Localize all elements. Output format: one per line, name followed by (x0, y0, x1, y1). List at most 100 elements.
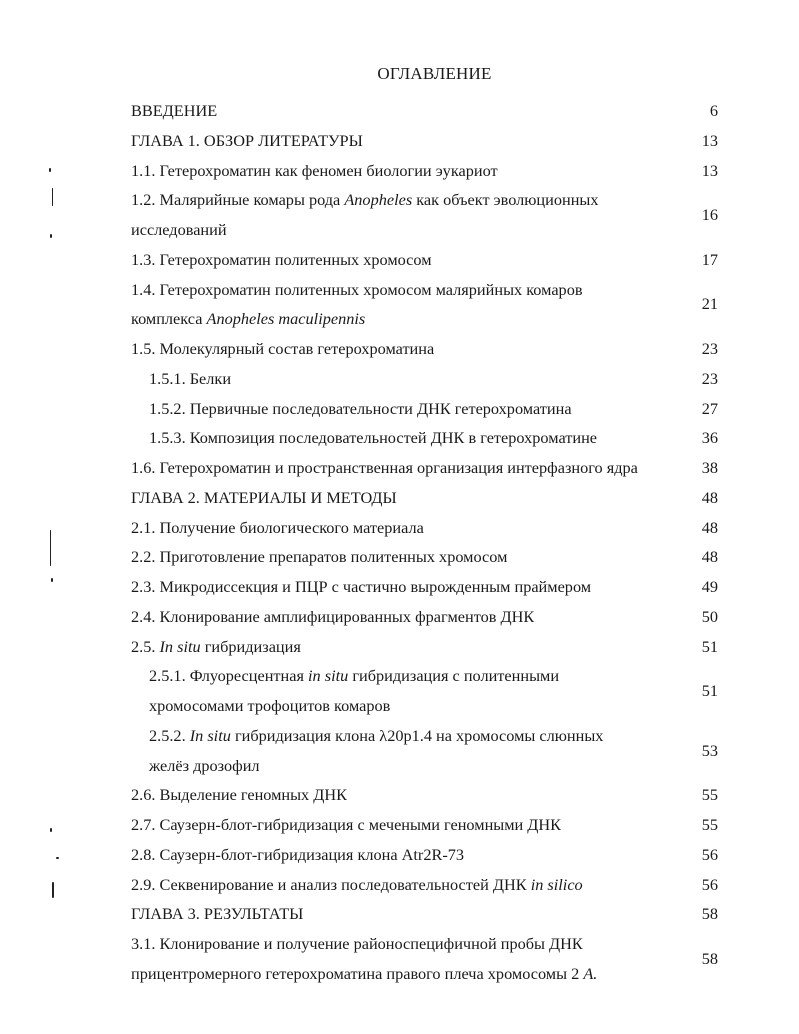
toc-entry[interactable]: 2.8. Саузерн-блот-гибридизация клона Atr… (131, 840, 718, 870)
italic-term: In situ (159, 636, 201, 656)
toc-entry[interactable]: 1.5.2. Первичные последовательности ДНК … (131, 394, 718, 424)
toc-entry[interactable]: 2.1. Получение биологического материала 4… (131, 513, 718, 543)
text-segment: 2.6. Выделение геномных ДНК (131, 785, 347, 805)
italic-term: In situ (189, 725, 231, 745)
toc-entry-title: 2.7. Саузерн-блот-гибридизация с меченым… (131, 810, 678, 840)
toc-entry-title: 1.3. Гетерохроматин политенных хромосом (131, 245, 678, 275)
page-number: 55 (701, 815, 718, 834)
table-of-contents: ВВЕДЕНИЕ 6 ГЛАВА 1. ОБЗОР ЛИТЕРАТУРЫ 13 1.1.… (131, 96, 718, 989)
toc-entry[interactable]: ВВЕДЕНИЕ 6 (131, 96, 718, 126)
toc-entry[interactable]: 2.6. Выделение геномных ДНК 55 (131, 780, 718, 810)
italic-term: A. (583, 963, 598, 983)
toc-entry-line: 2.6. Выделение геномных ДНК (131, 780, 658, 810)
toc-entry[interactable]: 1.1. Гетерохроматин как феномен биологии… (131, 156, 718, 186)
toc-entry[interactable]: 2.5.2. In situ гибридизация клона λ20p1.… (131, 721, 718, 781)
page-number: 48 (701, 547, 718, 567)
toc-entry[interactable]: ГЛАВА 3. РЕЗУЛЬТАТЫ 58 (131, 899, 718, 929)
text-segment: 2.5.2. (149, 725, 190, 745)
toc-entry[interactable]: 2.2. Приготовление препаратов политенных… (131, 542, 718, 572)
text-segment: 2.3. Микродиссекция и ПЦР с частично выр… (131, 577, 592, 596)
toc-entry-line: 1.5.3. Композиция последовательностей ДН… (131, 423, 658, 453)
text-segment: гибридизация клона λ20p1.4 на хромосомы … (230, 725, 604, 745)
toc-entry-line: 2.2. Приготовление препаратов политенных… (131, 542, 658, 572)
text-segment: комплекса (131, 309, 207, 329)
toc-entry-line: 2.5.2. In situ гибридизация клона λ20p1.… (131, 721, 658, 751)
text-segment: как объект эволюционных (412, 190, 599, 210)
toc-entry[interactable]: 1.3. Гетерохроматин политенных хромосом 1… (131, 245, 718, 275)
text-segment: 2.9. Секвенирование и анализ последовате… (131, 874, 531, 894)
text-segment: 1.4. Гетерохроматин политенных хромосом … (131, 279, 583, 299)
scan-artifact (50, 530, 51, 566)
text-segment: исследований (131, 220, 227, 239)
toc-entry[interactable]: 2.4. Клонирование амплифицированных фраг… (131, 602, 718, 632)
page-number: 38 (701, 458, 718, 477)
toc-entry-title: 1.6. Гетерохроматин и пространственная о… (131, 453, 678, 483)
toc-entry[interactable]: 2.9. Секвенирование и анализ последовате… (131, 870, 718, 900)
toc-entry[interactable]: 2.7. Саузерн-блот-гибридизация с меченым… (131, 810, 718, 840)
toc-entry-line: прицентромерного гетерохроматина правого… (131, 959, 658, 989)
italic-term: Anopheles (344, 190, 413, 210)
toc-entry[interactable]: ГЛАВА 2. МАТЕРИАЛЫ И МЕТОДЫ 48 (131, 483, 718, 513)
toc-entry-title: ВВЕДЕНИЕ (131, 96, 678, 126)
toc-entry-line: 2.1. Получение биологического материала (131, 513, 658, 543)
text-segment: 2.7. Саузерн-блот-гибридизация с меченым… (131, 815, 562, 834)
page-number: 56 (701, 844, 718, 864)
text-segment: ГЛАВА 1. ОБЗОР ЛИТЕРАТУРЫ (131, 130, 363, 150)
toc-entry-title: 2.5. In situ гибридизация (131, 632, 678, 662)
text-segment: 1.5.1. Белки (149, 368, 232, 388)
toc-entry[interactable]: 1.5.1. Белки 23 (131, 364, 718, 394)
toc-entry-line: 1.1. Гетерохроматин как феномен биологии… (131, 156, 658, 186)
text-segment: 1.2. Малярийные комары рода (131, 190, 345, 210)
text-segment: 2.2. Приготовление препаратов политенных… (131, 547, 508, 567)
toc-entry-title: 3.1. Клонирование и получение районоспец… (131, 929, 678, 989)
toc-entry-line: желёз дрозофил (131, 751, 658, 781)
toc-entry[interactable]: 1.5.3. Композиция последовательностей ДН… (131, 423, 718, 453)
toc-entry-line: ВВЕДЕНИЕ (131, 96, 658, 126)
scan-artifact (52, 188, 53, 206)
scan-artifact (51, 578, 53, 582)
italic-term: in situ (308, 666, 349, 686)
toc-entry-line: 2.5. In situ гибридизация (131, 632, 658, 662)
page-number: 51 (701, 681, 718, 701)
page-number: 23 (701, 368, 718, 388)
toc-entry-title: 2.3. Микродиссекция и ПЦР с частично выр… (131, 572, 678, 602)
page-number: 53 (701, 740, 718, 760)
page-number: 58 (701, 904, 718, 924)
text-segment: 2.5.1. Флуоресцентная (149, 666, 309, 686)
page-number: 36 (701, 428, 718, 448)
toc-entry[interactable]: 1.4. Гетерохроматин политенных хромосом … (131, 275, 718, 335)
toc-entry-title: 2.1. Получение биологического материала (131, 513, 678, 543)
toc-entry-title: 1.1. Гетерохроматин как феномен биологии… (131, 156, 678, 186)
toc-entry[interactable]: 1.6. Гетерохроматин и пространственная о… (131, 453, 718, 483)
toc-entry[interactable]: 2.5. In situ гибридизация 51 (131, 632, 718, 662)
scan-artifact (50, 234, 52, 238)
scan-artifact (50, 828, 52, 832)
toc-entry-line: исследований (131, 215, 658, 245)
toc-entry[interactable]: 1.2. Малярийные комары рода Anopheles ка… (131, 185, 718, 245)
page-number: 13 (701, 130, 718, 150)
toc-entry-title: 2.8. Саузерн-блот-гибридизация клона Atr… (131, 840, 678, 870)
toc-entry[interactable]: 1.5. Молекулярный состав гетерохроматина… (131, 334, 718, 364)
toc-entry[interactable]: ГЛАВА 1. ОБЗОР ЛИТЕРАТУРЫ 13 (131, 126, 718, 156)
page-number: 13 (701, 160, 718, 180)
page-number: 56 (701, 874, 718, 894)
toc-entry-line: 2.3. Микродиссекция и ПЦР с частично выр… (131, 572, 658, 602)
toc-entry[interactable]: 3.1. Клонирование и получение районоспец… (131, 929, 718, 989)
toc-entry-title: 2.2. Приготовление препаратов политенных… (131, 542, 678, 572)
toc-entry-line: ГЛАВА 2. МАТЕРИАЛЫ И МЕТОДЫ (131, 483, 658, 513)
page-number: 23 (701, 339, 718, 358)
toc-entry-title: 2.4. Клонирование амплифицированных фраг… (131, 602, 678, 632)
toc-entry-line: 1.2. Малярийные комары рода Anopheles ка… (131, 185, 658, 215)
toc-entry-line: 2.7. Саузерн-блот-гибридизация с меченым… (131, 810, 658, 840)
text-segment: ВВЕДЕНИЕ (131, 101, 218, 120)
text-segment: желёз дрозофил (149, 755, 260, 775)
text-segment: прицентромерного гетерохроматина правого… (131, 963, 584, 983)
toc-entry-title: 2.9. Секвенирование и анализ последовате… (131, 870, 678, 900)
text-segment: 2.8. Саузерн-блот-гибридизация клона Atr… (131, 844, 465, 864)
toc-entry-title: 1.5.2. Первичные последовательности ДНК … (131, 394, 678, 424)
page-number: 27 (701, 398, 718, 418)
toc-entry[interactable]: 2.5.1. Флуоресцентная in situ гибридизац… (131, 661, 718, 721)
italic-term: in silico (530, 874, 583, 894)
toc-entry-title: ГЛАВА 1. ОБЗОР ЛИТЕРАТУРЫ (131, 126, 678, 156)
toc-entry[interactable]: 2.3. Микродиссекция и ПЦР с частично выр… (131, 572, 718, 602)
